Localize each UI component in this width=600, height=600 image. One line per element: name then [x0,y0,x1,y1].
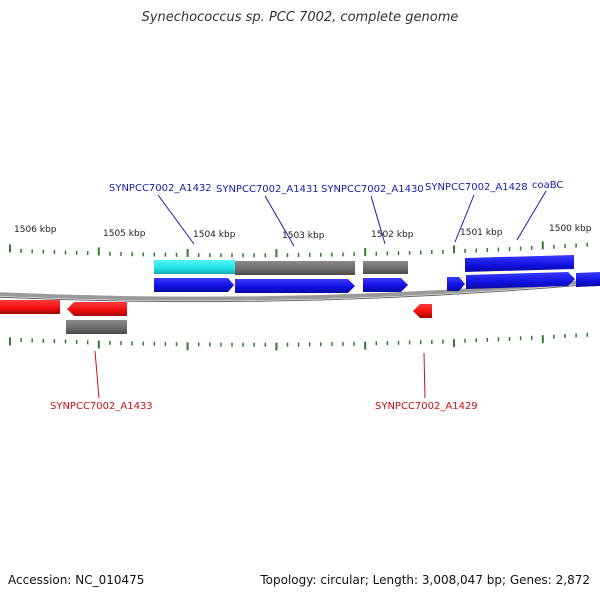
gene-left-reverse[interactable] [0,300,60,314]
gene-A1433-cds[interactable] [67,302,127,316]
gene-A1431-rna[interactable] [235,261,355,275]
gene-coaBC-upper[interactable] [465,255,574,272]
gene-A1430-rna[interactable] [363,261,408,274]
leader-A1432 [157,194,195,245]
gene-label-A1430[interactable]: SYNPCC7002_A1430 [321,184,424,195]
kbp-label-1503: 1503 kbp [282,231,325,241]
kbp-label-1505: 1505 kbp [103,229,146,239]
topology-text: Topology: circular; Length: 3,008,047 bp… [260,573,590,587]
tick-row-bottom [9,332,588,351]
kbp-label-1500: 1500 kbp [549,224,592,234]
gene-A1429-cds[interactable] [413,304,432,318]
leader-coaBC [516,190,547,241]
gene-label-A1431[interactable]: SYNPCC7002_A1431 [216,184,319,195]
kbp-label-1506: 1506 kbp [14,225,57,235]
genome-backbone-shadow [0,282,600,303]
gene-label-A1429[interactable]: SYNPCC7002_A1429 [375,401,478,412]
gene-label-coaBC[interactable]: coaBC [532,180,563,191]
genome-title: Synechococcus sp. PCC 7002, complete gen… [141,10,459,25]
kbp-label-1501: 1501 kbp [460,228,503,238]
gene-A1432-rna[interactable] [154,260,235,274]
gene-label-A1428[interactable]: SYNPCC7002_A1428 [425,182,528,193]
leader-A1431 [264,195,295,247]
gene-A1433-rna[interactable] [66,320,127,334]
accession-text: Accession: NC_010475 [8,573,145,587]
leader-A1430 [370,195,386,245]
kbp-label-1504: 1504 kbp [193,230,236,240]
kbp-label-1502: 1502 kbp [371,230,414,240]
gene-A1432-cds[interactable] [154,278,234,292]
leader-A1428 [454,194,475,243]
gene-A1431-cds[interactable] [235,279,355,293]
gene-coaBC-cds[interactable] [466,272,575,289]
gene-A1430-cds[interactable] [363,278,408,292]
gene-A1428-cds[interactable] [447,277,465,291]
gene-label-A1432[interactable]: SYNPCC7002_A1432 [109,183,212,194]
gene-right-upper[interactable] [576,272,600,287]
gene-label-A1433[interactable]: SYNPCC7002_A1433 [50,401,153,412]
tick-row-top [9,241,588,258]
leader-A1433 [94,350,100,399]
leader-A1429 [423,352,426,399]
